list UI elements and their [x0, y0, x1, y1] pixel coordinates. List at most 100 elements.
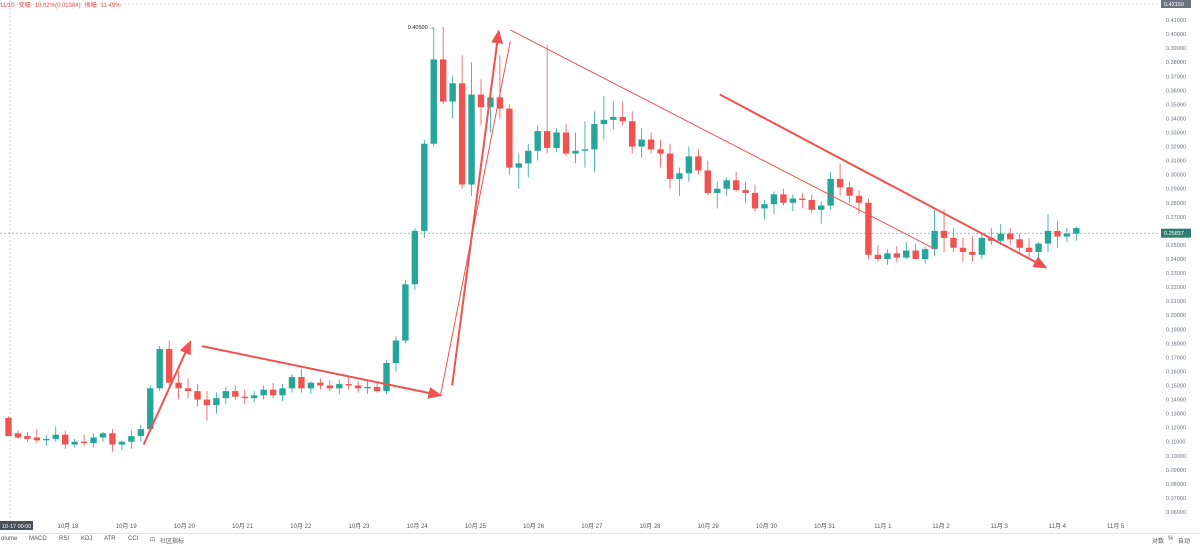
y-tick-label: 0.20000 [1166, 313, 1186, 319]
candle-body [71, 441, 78, 445]
y-tick-label: 0.39000 [1166, 46, 1186, 52]
candle-body [307, 382, 315, 389]
header-change-label: 变幅 [18, 3, 31, 9]
candle-body [846, 187, 853, 196]
candle-body [695, 156, 702, 171]
y-tick-label: 0.21000 [1166, 299, 1186, 305]
y-tick-label: 0.28000 [1166, 201, 1186, 207]
candle-body [780, 194, 787, 203]
candle-body [903, 250, 910, 258]
candle-body [241, 396, 248, 399]
candle-body [884, 253, 891, 259]
candle-body [553, 132, 560, 148]
candle-body [80, 441, 88, 444]
x-tick-label: 11月 3 [991, 523, 1009, 530]
y-tick-label: 0.33000 [1166, 131, 1186, 137]
indicator-atr[interactable]: ATR [104, 536, 116, 542]
candle-body [14, 433, 22, 438]
trend-arrow [451, 29, 504, 386]
candle-body [99, 433, 107, 438]
candle-body [912, 250, 919, 259]
peak-label: 0.40500 → [408, 25, 435, 31]
candle-body [222, 391, 230, 399]
candle-body [572, 150, 579, 154]
candle-body [619, 117, 626, 122]
y-tick-label: 0.09000 [1166, 468, 1186, 474]
candle-body [1025, 247, 1033, 252]
candle-body [373, 386, 381, 392]
y-tick-label: 0.25000 [1166, 243, 1186, 249]
y-tick-label: 0.18000 [1166, 341, 1186, 347]
header-amp-value: 11.49% [100, 3, 121, 9]
candle-body [411, 230, 419, 285]
candle-body [534, 131, 541, 151]
candle-body [109, 433, 116, 445]
candle-body [468, 94, 475, 185]
top-price-badge [1161, 0, 1191, 8]
trend-line [510, 29, 936, 250]
candle-body [147, 388, 154, 430]
y-tick-label: 0.38000 [1166, 60, 1186, 66]
candle-body [326, 385, 333, 389]
candle-body [260, 389, 267, 396]
log-scale-toggle[interactable]: 对数 [1152, 539, 1165, 545]
candle-body [298, 377, 305, 389]
last-price-label: 0.25837 [1164, 231, 1184, 237]
candle-body [751, 192, 759, 209]
y-tick-label: 0.32000 [1166, 145, 1186, 151]
candle-body [354, 385, 362, 389]
candle-body [629, 121, 636, 147]
candle-body [477, 94, 485, 108]
candle-body [317, 382, 324, 386]
candle-body [666, 153, 674, 179]
candle-body [506, 108, 513, 168]
candle-body [1016, 239, 1023, 248]
start-time-badge [0, 521, 33, 530]
community-indicators-icon[interactable]: ⊡ [150, 537, 156, 543]
y-tick-label: 0.30000 [1166, 173, 1186, 179]
candle-body [959, 247, 967, 252]
candle-body [685, 156, 693, 174]
indicator-toolbar: olume MACD RSI KDJ ATR CCI ⊡ 社区指标 对数 % 自… [0, 533, 1200, 545]
y-tick-label: 0.19000 [1166, 327, 1186, 333]
indicator-rsi[interactable]: RSI [59, 536, 70, 542]
x-tick-label: 10月 26 [523, 523, 545, 530]
indicator-volume[interactable]: olume [1, 536, 18, 542]
x-tick-label: 10月 25 [465, 523, 487, 530]
community-indicators-button[interactable]: 社区指标 [160, 539, 185, 545]
header-time: 11/10 [0, 3, 15, 9]
percent-scale-toggle[interactable]: % [1168, 536, 1174, 542]
indicator-macd[interactable]: MACD [29, 536, 47, 542]
candle-body [458, 83, 466, 185]
x-tick-label: 10月 22 [290, 523, 312, 530]
candle-body [251, 395, 258, 399]
candle-body [591, 124, 598, 150]
candle-body [732, 180, 740, 191]
start-time-label: 10-17 00:00 [2, 524, 31, 530]
candle-body [1073, 228, 1080, 234]
candle-body [657, 149, 664, 154]
indicator-kdj[interactable]: KDJ [81, 536, 93, 542]
candle-body [392, 340, 400, 364]
candle-body [52, 434, 59, 439]
candle-body [742, 190, 749, 193]
x-tick-label: 10月 29 [698, 523, 720, 530]
y-tick-label: 0.07000 [1166, 496, 1186, 502]
auto-scale-toggle[interactable]: 自动 [1178, 539, 1191, 545]
candle-body [921, 249, 929, 259]
candle-body [269, 389, 277, 396]
candle-body [515, 163, 522, 168]
x-tick-label: 10月 24 [407, 523, 429, 530]
candle-body [421, 143, 428, 231]
candle-body [487, 97, 494, 108]
indicator-cci[interactable]: CCI [128, 536, 139, 542]
candle-body [213, 398, 220, 406]
y-tick-label: 0.12000 [1166, 426, 1186, 432]
candle-body [288, 377, 296, 389]
candle-body [931, 230, 938, 250]
last-price-badge [1161, 228, 1191, 238]
candle-body [194, 391, 201, 400]
y-tick-label: 0.22000 [1166, 285, 1186, 291]
x-tick-label: 11月 5 [1107, 523, 1125, 530]
